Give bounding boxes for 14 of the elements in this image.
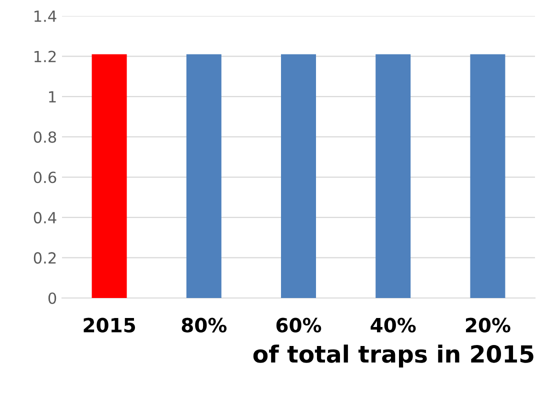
x-tick-label: 20% [466,318,510,332]
y-tick-label: 0.2 [34,252,56,264]
x-tick-label: 40% [370,318,416,332]
x-tick-label: 80% [182,318,227,332]
x-axis-title: of total traps in 2015 [253,344,534,368]
x-tick-label: 60% [276,318,322,332]
y-tick-label: 1 [49,91,56,102]
y-tick-label: 0.6 [34,172,56,184]
y-tick-label: 1.4 [34,10,56,22]
y-tick-label: 0.8 [34,131,56,143]
y-tick-label: 0.4 [34,212,56,224]
y-tick-label: 0 [48,292,56,304]
x-tick-label: 2015 [84,318,135,332]
y-tick-label: 1.2 [34,50,56,62]
